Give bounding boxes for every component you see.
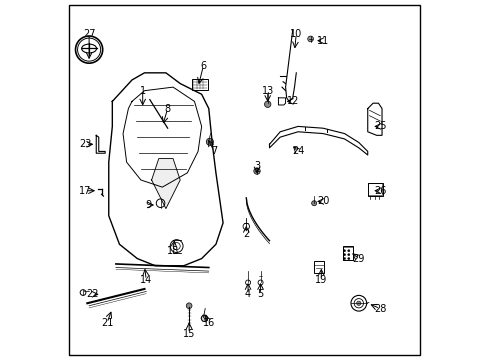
Text: 8: 8 <box>164 104 170 113</box>
Text: 9: 9 <box>144 200 151 210</box>
Bar <box>367 183 382 196</box>
Text: 25: 25 <box>373 121 386 131</box>
Circle shape <box>347 257 349 260</box>
Text: 1: 1 <box>140 86 145 96</box>
Circle shape <box>356 301 360 305</box>
Text: 22: 22 <box>86 289 99 299</box>
Text: 11: 11 <box>316 36 328 46</box>
Text: 7: 7 <box>211 147 217 157</box>
Bar <box>313 261 324 273</box>
Circle shape <box>307 36 313 42</box>
Text: 4: 4 <box>244 289 251 299</box>
Circle shape <box>264 101 270 108</box>
Circle shape <box>253 168 260 174</box>
Bar <box>342 246 353 260</box>
Circle shape <box>186 303 192 309</box>
Circle shape <box>347 253 349 256</box>
Bar <box>343 247 352 260</box>
Text: 23: 23 <box>79 139 92 149</box>
Text: 20: 20 <box>316 197 328 206</box>
Text: 27: 27 <box>82 28 95 39</box>
Text: 19: 19 <box>315 275 327 285</box>
Circle shape <box>311 201 316 206</box>
Circle shape <box>343 249 345 252</box>
Text: 12: 12 <box>286 96 298 107</box>
Text: 26: 26 <box>373 186 386 196</box>
Circle shape <box>201 315 207 321</box>
Text: 2: 2 <box>243 229 249 239</box>
Circle shape <box>343 257 345 260</box>
Text: 17: 17 <box>79 186 92 196</box>
Circle shape <box>347 249 349 252</box>
Text: 28: 28 <box>373 303 386 314</box>
Text: 18: 18 <box>166 247 179 256</box>
Text: 6: 6 <box>200 61 206 71</box>
Text: 29: 29 <box>352 253 364 264</box>
Text: 16: 16 <box>202 318 214 328</box>
Text: 13: 13 <box>261 86 273 96</box>
Text: 10: 10 <box>289 28 302 39</box>
Circle shape <box>206 138 213 145</box>
Text: 3: 3 <box>253 161 260 171</box>
Text: 24: 24 <box>291 147 304 157</box>
Bar <box>367 183 381 195</box>
Text: 21: 21 <box>101 318 113 328</box>
Text: 5: 5 <box>257 289 263 299</box>
Text: 14: 14 <box>140 275 152 285</box>
Polygon shape <box>151 158 180 208</box>
Text: 15: 15 <box>183 329 195 339</box>
Circle shape <box>343 253 345 256</box>
